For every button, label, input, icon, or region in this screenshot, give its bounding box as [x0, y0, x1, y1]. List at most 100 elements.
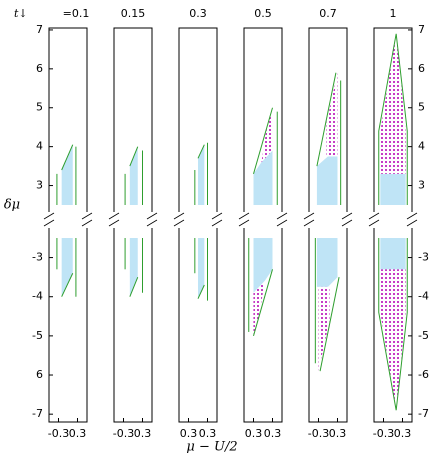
- y-tick-label: -5: [32, 329, 43, 342]
- y-tick-label: -7: [32, 407, 43, 420]
- blue-region: [380, 238, 406, 270]
- panel-frame: [113, 228, 153, 423]
- y2-tick-label: -3: [418, 251, 429, 264]
- blue-region: [316, 156, 338, 205]
- axis-break: [276, 212, 288, 220]
- x-tick-label: 0.3: [134, 427, 152, 440]
- x-tick-label: -0.3: [48, 427, 69, 440]
- y2-tick-label: 4: [418, 140, 425, 153]
- axis-break: [43, 219, 55, 227]
- purple-region: [318, 286, 330, 372]
- y2-tick-label: 6: [418, 62, 425, 75]
- boundary-line: [197, 284, 205, 299]
- axis-break: [43, 212, 55, 220]
- y-tick-label: 7: [36, 23, 43, 36]
- panel-frame: [373, 27, 413, 212]
- y-tick-label: 5: [36, 101, 43, 114]
- panel-frame: [113, 27, 153, 212]
- panel-frame: [178, 228, 218, 423]
- panel-frame: [48, 228, 88, 423]
- purple-region: [261, 107, 273, 163]
- panel-frame: [48, 27, 88, 212]
- axis-break: [368, 219, 380, 227]
- axis-break: [341, 212, 353, 220]
- axis-break: [341, 219, 353, 227]
- axis-break: [173, 212, 185, 220]
- axis-break: [238, 219, 250, 227]
- x-tick-label: 0.3: [394, 427, 412, 440]
- y-tick-label: 3: [36, 179, 43, 192]
- panel-title: 0.5: [254, 7, 272, 20]
- y2-tick-label: 3: [418, 179, 425, 192]
- x-tick-label: 0.3: [199, 427, 217, 440]
- purple-region: [380, 269, 406, 411]
- axis-break: [81, 219, 93, 227]
- axis-break: [81, 212, 93, 220]
- panel-frame: [373, 228, 413, 423]
- panel-frame: [308, 228, 348, 423]
- boundary-line: [378, 238, 408, 411]
- x-tick-label: 0.3: [180, 427, 198, 440]
- y-tick-label: -3: [32, 251, 43, 264]
- axis-break: [276, 219, 288, 227]
- blue-region: [129, 238, 138, 297]
- blue-region: [198, 144, 205, 205]
- y2-tick-label: 5: [418, 101, 425, 114]
- axis-break: [303, 212, 315, 220]
- blue-region: [380, 173, 406, 205]
- axis-break: [108, 219, 120, 227]
- boundary-line: [319, 277, 340, 372]
- panel-frame: [243, 27, 283, 212]
- boundary-line: [253, 269, 273, 337]
- blue-region: [253, 238, 273, 293]
- panel-title: 0.15: [121, 7, 146, 20]
- purple-region: [326, 72, 338, 157]
- y2-tick-label: -5: [418, 329, 429, 342]
- x-axis-label: μ − U/2: [186, 440, 237, 455]
- y-tick-label: 6: [36, 62, 43, 75]
- axis-break: [108, 212, 120, 220]
- axis-break: [368, 212, 380, 220]
- y2-tick-label: -7: [418, 407, 429, 420]
- x-tick-label: -0.3: [373, 427, 394, 440]
- purple-region: [380, 33, 406, 174]
- blue-region: [61, 144, 73, 205]
- boundary-line: [61, 273, 74, 297]
- axis-break: [211, 219, 223, 227]
- y2-tick-label: -4: [418, 290, 429, 303]
- purple-region: [253, 281, 265, 336]
- axis-break: [238, 212, 250, 220]
- boundary-line: [378, 33, 408, 205]
- axis-break: [406, 212, 418, 220]
- blue-region: [198, 238, 205, 299]
- boundary-line: [197, 144, 205, 159]
- panel-frame: [178, 27, 218, 212]
- y-tick-label: 6: [36, 368, 43, 381]
- panel-frame: [308, 27, 348, 212]
- blue-region: [316, 238, 338, 287]
- axis-break: [146, 219, 158, 227]
- blue-region: [253, 150, 273, 205]
- x-tick-label: -0.3: [308, 427, 329, 440]
- panel-title: 0.7: [319, 7, 337, 20]
- axis-break: [211, 212, 223, 220]
- panel-title: =0.1: [63, 7, 90, 20]
- x-tick-label: -0.3: [113, 427, 134, 440]
- axis-break: [406, 219, 418, 227]
- x-tick-label: 0.3: [329, 427, 347, 440]
- y-axis-label: δμ: [4, 198, 20, 213]
- panel-title: 1: [390, 7, 397, 20]
- boundary-line: [61, 144, 74, 171]
- panel-title: 0.3: [189, 7, 207, 20]
- y-tick-label: -4: [32, 290, 43, 303]
- boundary-line: [316, 72, 337, 167]
- blue-region: [61, 238, 73, 297]
- x-tick-label: 0.3: [264, 427, 282, 440]
- x-tick-label: 0.3: [69, 427, 87, 440]
- axis-break: [173, 219, 185, 227]
- boundary-line: [129, 146, 139, 167]
- axis-break: [303, 219, 315, 227]
- y2-tick-label: -6: [418, 368, 429, 381]
- boundary-line: [129, 276, 139, 297]
